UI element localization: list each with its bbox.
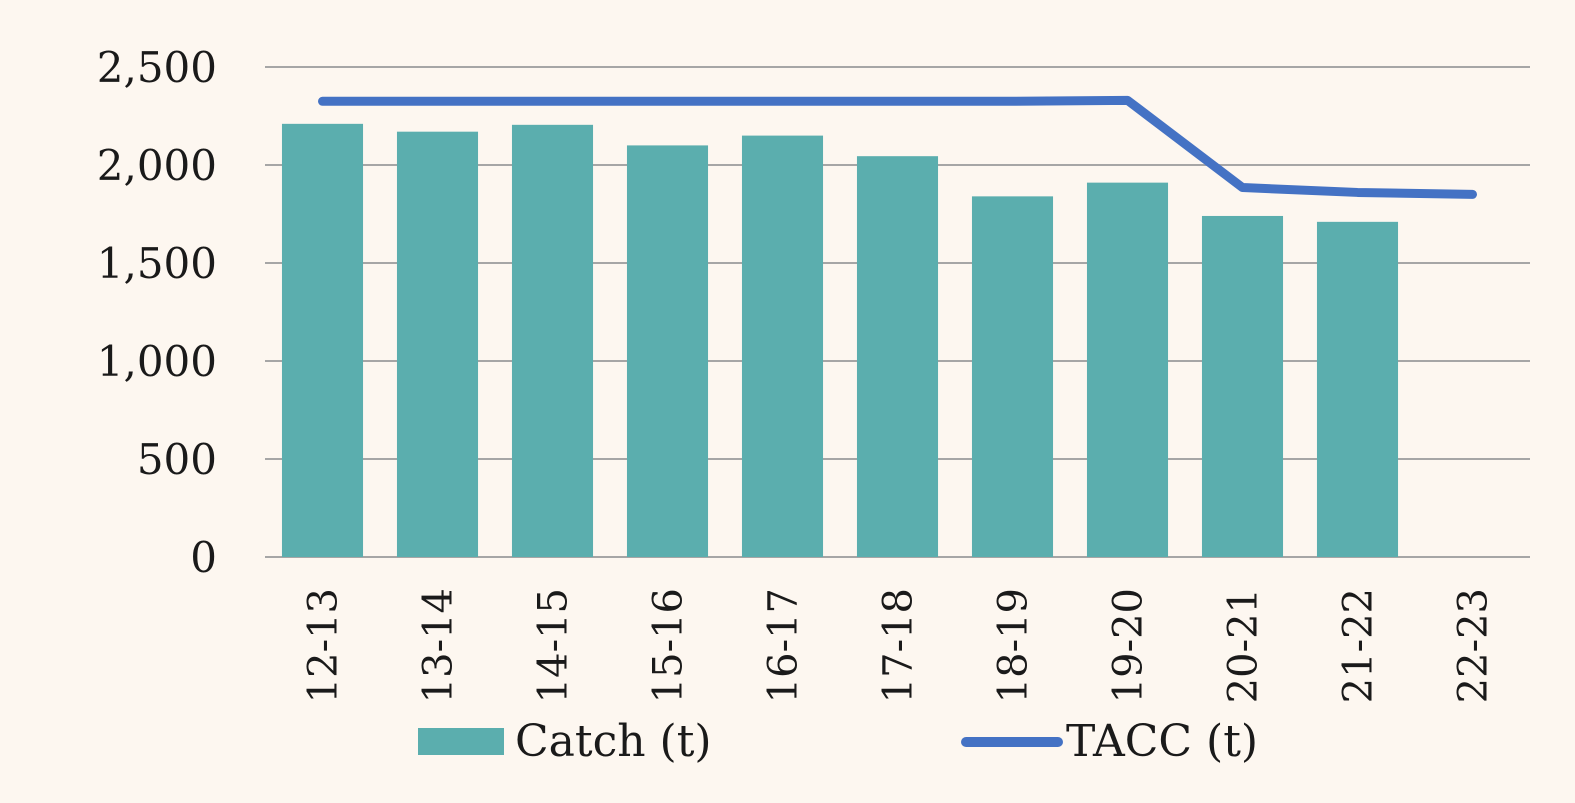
bar-catch (1086, 182, 1169, 557)
line-series (318, 95, 1477, 199)
x-tick-label: 14-15 (531, 588, 577, 703)
x-tick-label: 20-21 (1221, 588, 1267, 703)
legend: Catch (t) TACC (t) (418, 716, 1258, 767)
bar-catch (856, 156, 939, 557)
x-tick-label: 13-14 (416, 588, 462, 703)
x-tick-label: 15-16 (646, 588, 692, 703)
bar-catch (511, 124, 594, 557)
x-tick-label: 19-20 (1106, 588, 1152, 703)
bar-catch (1201, 215, 1284, 557)
x-tick-label: 21-22 (1336, 588, 1382, 703)
y-tick-label: 1,000 (97, 337, 217, 386)
legend-swatch-catch (418, 728, 504, 755)
y-tick-label: 1,500 (97, 239, 217, 288)
x-tick-label: 12-13 (301, 588, 347, 703)
bar-catch (396, 131, 479, 557)
y-tick-label: 2,000 (97, 141, 217, 190)
y-tick-label: 0 (190, 533, 217, 582)
legend-label-catch: Catch (t) (515, 716, 712, 767)
y-tick-label: 2,500 (97, 43, 217, 92)
x-tick-label: 18-19 (991, 588, 1037, 703)
x-tick-label: 17-18 (876, 588, 922, 703)
legend-label-tacc: TACC (t) (1066, 716, 1258, 767)
bar-catch (1316, 221, 1399, 557)
bar-catch (281, 123, 364, 557)
x-tick-label: 16-17 (761, 588, 807, 703)
y-tick-label: 500 (137, 435, 217, 484)
x-axis-ticks: 12-13 13-14 14-15 15-16 16-17 17-18 18-19 19-20… (301, 588, 1497, 703)
bar-catch (971, 196, 1054, 558)
bar-catch (741, 135, 824, 557)
x-tick-label: 22-23 (1451, 588, 1497, 703)
bar-catch (626, 145, 709, 557)
bar-series (281, 123, 1399, 558)
y-axis-ticks: 0 500 1,000 1,500 2,000 2,500 (97, 43, 217, 582)
